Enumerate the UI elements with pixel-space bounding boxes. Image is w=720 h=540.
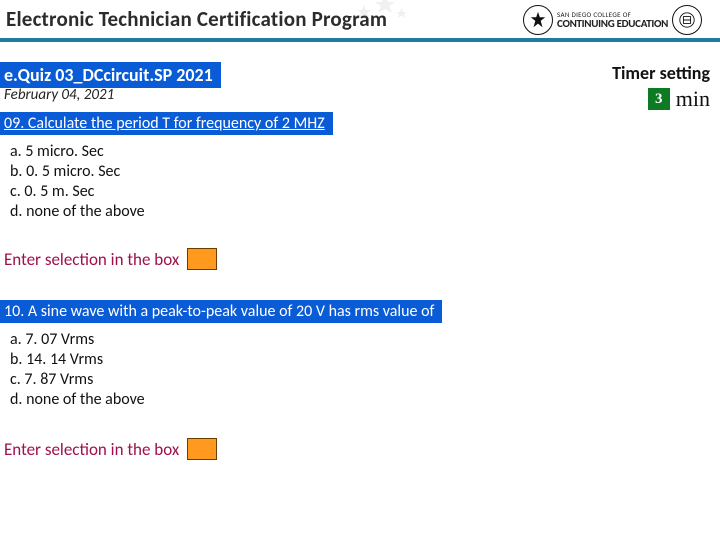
q10-option-b: b. 14. 14 Vrms — [10, 350, 145, 370]
q10-option-d: d. none of the above — [10, 390, 145, 410]
question-9-prompt: 09. Calculate the period T for frequency… — [0, 112, 333, 135]
q9-entry-row: Enter selection in the box — [4, 248, 217, 270]
logo-seal-icon — [523, 5, 553, 35]
q10-entry-row: Enter selection in the box — [4, 438, 217, 460]
timer-label: Timer setting — [612, 62, 710, 84]
timer-box: 3 min — [648, 86, 710, 112]
quiz-title: e.Quiz 03_DCcircuit.SP 2021 — [0, 62, 221, 88]
q10-option-a: a. 7. 07 Vrms — [10, 330, 145, 350]
q9-answer-box[interactable] — [187, 248, 217, 270]
timer-value: 3 — [648, 88, 670, 110]
q10-answer-box[interactable] — [187, 438, 217, 460]
header: Electronic Technician Certification Prog… — [0, 0, 720, 42]
q9-option-a: a. 5 micro. Sec — [10, 142, 145, 162]
logo-text: SAN DIEGO COLLEGE OF CONTINUING EDUCATIO… — [557, 11, 668, 29]
q10-option-c: c. 7. 87 Vrms — [10, 370, 145, 390]
timer-unit: min — [676, 86, 710, 112]
college-logo: SAN DIEGO COLLEGE OF CONTINUING EDUCATIO… — [523, 2, 716, 38]
question-10-prompt: 10. A sine wave with a peak-to-peak valu… — [0, 300, 442, 323]
question-10-options: a. 7. 07 Vrms b. 14. 14 Vrms c. 7. 87 Vr… — [10, 330, 145, 410]
q9-option-d: d. none of the above — [10, 202, 145, 222]
q10-enter-label: Enter selection in the box — [4, 439, 179, 460]
logo-line2: CONTINUING EDUCATION — [557, 18, 668, 29]
q9-option-b: b. 0. 5 micro. Sec — [10, 162, 145, 182]
program-title: Electronic Technician Certification Prog… — [0, 6, 387, 32]
q9-enter-label: Enter selection in the box — [4, 249, 179, 270]
slide: Electronic Technician Certification Prog… — [0, 0, 720, 540]
quiz-date: February 04, 2021 — [4, 86, 114, 104]
stars-decoration — [352, 0, 412, 20]
q9-option-c: c. 0. 5 m. Sec — [10, 182, 145, 202]
question-9-options: a. 5 micro. Sec b. 0. 5 micro. Sec c. 0.… — [10, 142, 145, 222]
logo-seal2-icon — [672, 5, 702, 35]
